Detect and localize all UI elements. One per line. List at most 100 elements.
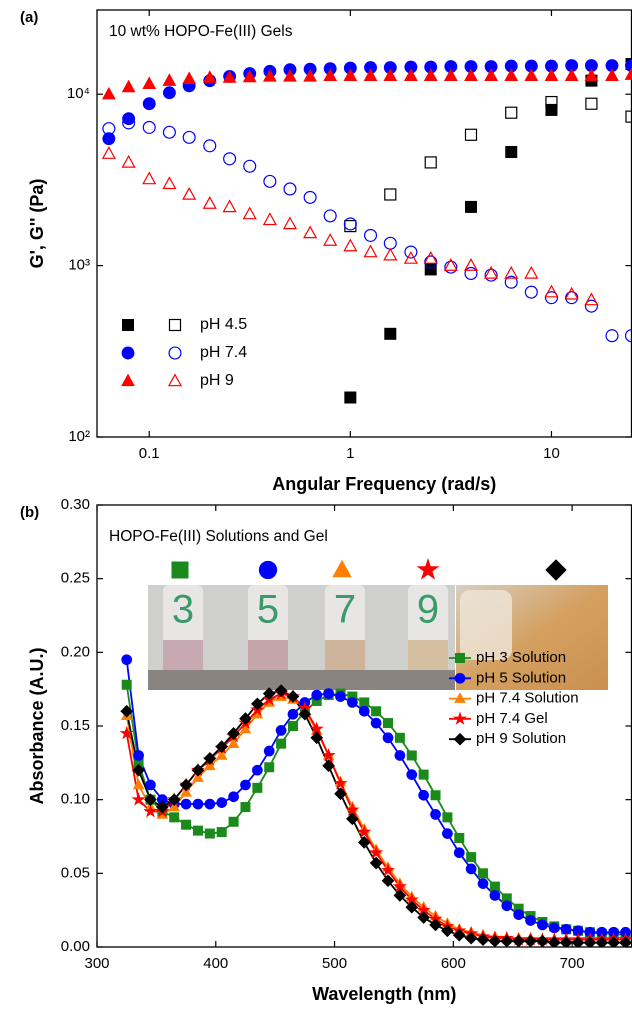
- marker: [524, 934, 537, 947]
- marker: [466, 852, 477, 863]
- x-tick-label: 10: [543, 445, 560, 462]
- marker: [182, 71, 197, 84]
- legend-label: pH 7.4: [200, 344, 247, 361]
- legend-label: pH 7.4 Gel: [476, 710, 548, 727]
- marker: [383, 247, 398, 261]
- marker: [227, 727, 240, 740]
- marker: [571, 936, 585, 947]
- marker: [215, 749, 228, 760]
- y-tick-label: 0.25: [61, 570, 90, 587]
- marker: [298, 707, 312, 721]
- marker: [363, 68, 378, 82]
- marker: [303, 225, 318, 239]
- marker: [584, 68, 599, 82]
- marker: [286, 690, 300, 703]
- marker: [513, 909, 525, 920]
- marker: [202, 196, 217, 209]
- marker: [418, 789, 429, 801]
- marker: [512, 934, 525, 947]
- marker: [133, 750, 144, 761]
- marker: [488, 934, 502, 947]
- marker: [545, 103, 558, 116]
- marker: [323, 209, 337, 223]
- marker: [584, 292, 599, 306]
- marker: [203, 752, 217, 765]
- marker: [343, 217, 357, 231]
- marker: [358, 705, 370, 717]
- marker: [455, 653, 465, 663]
- marker: [122, 112, 136, 126]
- marker: [145, 779, 156, 791]
- marker: [424, 263, 437, 276]
- marker: [371, 706, 382, 717]
- marker: [282, 216, 298, 230]
- marker: [394, 750, 406, 761]
- x-axis-title: Angular Frequency (rad/s): [272, 474, 496, 494]
- marker: [191, 763, 205, 777]
- marker: [251, 697, 264, 711]
- marker: [477, 878, 489, 890]
- marker: [239, 722, 252, 734]
- marker: [417, 911, 430, 924]
- y-tick-label: 0.20: [61, 643, 90, 660]
- marker: [262, 212, 277, 226]
- marker: [559, 936, 573, 947]
- marker: [204, 759, 216, 771]
- marker: [181, 819, 192, 830]
- marker: [537, 919, 548, 931]
- marker: [394, 732, 405, 743]
- marker: [418, 769, 429, 780]
- marker: [121, 373, 135, 387]
- marker: [344, 391, 357, 404]
- marker: [240, 802, 251, 813]
- marker: [179, 778, 193, 792]
- series-line: [125, 689, 626, 944]
- marker: [544, 284, 559, 298]
- x-tick-label: 700: [560, 955, 585, 972]
- marker: [334, 787, 347, 801]
- x-axis-title: Wavelength (nm): [312, 984, 456, 1004]
- marker: [363, 228, 378, 242]
- marker: [323, 68, 338, 82]
- marker: [228, 791, 239, 803]
- marker: [242, 206, 257, 220]
- marker: [169, 812, 180, 823]
- marker: [393, 889, 407, 902]
- marker: [464, 128, 478, 141]
- marker: [202, 70, 217, 83]
- marker: [121, 154, 136, 168]
- marker: [369, 845, 384, 859]
- marker: [168, 800, 181, 812]
- marker: [263, 745, 275, 757]
- legend-label: pH 4.5: [200, 316, 247, 333]
- x-tick-label: 1: [346, 445, 354, 462]
- marker: [323, 688, 334, 699]
- marker: [463, 258, 479, 271]
- marker: [182, 130, 196, 144]
- marker: [215, 740, 229, 753]
- marker: [343, 238, 358, 252]
- legend-label: pH 3 Solution: [476, 649, 566, 666]
- marker: [484, 268, 498, 282]
- marker: [227, 737, 240, 749]
- marker: [303, 69, 318, 82]
- marker: [380, 862, 396, 877]
- marker: [464, 266, 478, 280]
- marker: [464, 931, 478, 945]
- marker: [180, 798, 192, 810]
- marker: [403, 250, 418, 264]
- marker: [403, 68, 418, 82]
- marker: [132, 763, 145, 777]
- marker: [162, 125, 176, 139]
- marker: [505, 146, 518, 159]
- marker: [332, 559, 352, 578]
- marker: [192, 825, 203, 836]
- marker: [607, 936, 621, 947]
- marker: [142, 76, 157, 89]
- marker: [524, 68, 539, 82]
- photo-label: 7: [334, 588, 356, 632]
- marker: [442, 812, 453, 823]
- marker: [565, 291, 579, 305]
- marker: [121, 679, 132, 690]
- marker: [228, 816, 239, 827]
